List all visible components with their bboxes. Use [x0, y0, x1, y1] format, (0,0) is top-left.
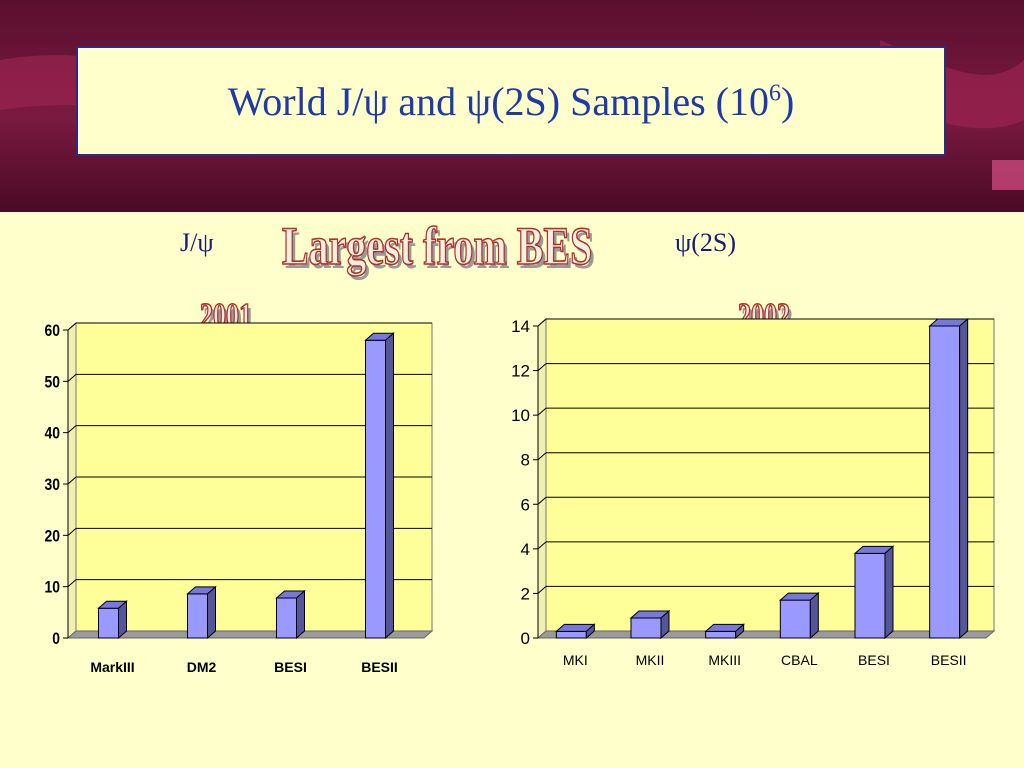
bar-side — [585, 623, 595, 640]
bar-top — [275, 590, 306, 599]
bar-front — [276, 597, 297, 639]
y-tick-label: 14 — [511, 317, 530, 336]
bar-DM2 — [186, 585, 217, 640]
bar-top — [704, 623, 745, 632]
y-tick-label: 0 — [521, 629, 530, 648]
bar-front — [705, 630, 737, 639]
bar-top — [853, 545, 895, 554]
x-category-label: BESII — [931, 652, 967, 668]
gridline-diag — [537, 452, 547, 461]
gridline-diag — [537, 407, 547, 416]
gridline-diag — [67, 425, 77, 434]
plot-back-wall — [545, 318, 995, 632]
bar-BESII — [928, 317, 969, 640]
bar-top — [364, 332, 395, 341]
gridline-diag — [537, 363, 547, 371]
gridline-diag — [67, 373, 77, 382]
jpsi-label: J/ψ — [180, 228, 214, 257]
x-category-label: MKIII — [708, 652, 741, 668]
gridline-diag — [537, 318, 547, 327]
y-tick-label: 8 — [521, 451, 530, 470]
y-tick-label: 4 — [521, 540, 530, 559]
gridline-diag — [537, 541, 547, 550]
y-tick-label: 30 — [45, 476, 60, 495]
bar-side — [959, 317, 969, 640]
gridline-diag — [537, 496, 547, 505]
plot-back-wall — [75, 322, 433, 632]
banner-largest-from-bes: Largest from BES — [281, 215, 593, 277]
y-tick-label: 40 — [45, 424, 60, 443]
bar-front — [929, 325, 961, 639]
psi2s-label: ψ(2S) — [675, 228, 737, 257]
y-tick-label: 60 — [45, 322, 60, 341]
gridline-diag — [67, 476, 77, 485]
y-tick-label: 20 — [45, 527, 60, 546]
x-category-label: BESII — [361, 659, 398, 675]
bar-MKI — [555, 623, 596, 640]
title-box: World J/ψ and ψ(2S) Samples (106) — [76, 46, 946, 156]
gridline-diag — [537, 586, 547, 594]
bar-side — [385, 332, 394, 640]
x-category-label: MarkIII — [90, 659, 134, 675]
bar-BESI — [853, 545, 895, 640]
bar-side — [884, 545, 894, 640]
chart-1: 0 10 20 30 40 50 60 MarkIII DM2 BESI BESII — [45, 321, 434, 675]
bar-side — [660, 609, 670, 640]
bar-side — [735, 623, 745, 640]
x-category-label: DM2 — [187, 659, 217, 675]
y-tick-label: 10 — [45, 578, 60, 597]
y-tick-label: 2 — [521, 584, 530, 603]
gridline-diag — [67, 527, 77, 536]
bar-top — [186, 586, 217, 595]
bar-front — [187, 593, 208, 639]
chart-2-year-label: 2002 — [737, 295, 790, 336]
bar-side — [809, 592, 819, 640]
bar-BESI — [275, 589, 306, 640]
x-category-label: BESI — [274, 659, 307, 675]
bar-front — [555, 630, 587, 639]
bar-top — [928, 318, 969, 327]
page-title: World J/ψ and ψ(2S) Samples (106) — [227, 78, 795, 124]
plot-left-wall — [67, 321, 77, 640]
bar-front — [854, 552, 886, 639]
y-tick-label: 12 — [511, 362, 530, 381]
y-tick-label: 10 — [511, 406, 530, 425]
bar-front — [365, 339, 386, 639]
bar-side — [118, 600, 127, 640]
gridline-diag — [67, 579, 77, 588]
bar-side — [296, 589, 305, 640]
bar-MKIII — [704, 623, 745, 640]
x-category-label: MKII — [636, 652, 665, 668]
bar-front — [779, 599, 811, 639]
bar-MKII — [629, 609, 671, 640]
chart-2: 0 2 4 6 8 10 12 14 MKI MKII MKIII CBAL BESI BESII — [511, 317, 996, 668]
gridline-diag — [67, 322, 77, 331]
bar-top — [629, 610, 671, 619]
y-tick-label: 0 — [52, 630, 60, 649]
x-category-label: MKI — [563, 652, 588, 668]
y-tick-label: 50 — [45, 373, 60, 392]
header-band: World J/ψ and ψ(2S) Samples (106) — [0, 0, 1024, 212]
x-category-label: CBAL — [781, 652, 818, 668]
plot-floor — [66, 630, 434, 639]
bar-BESII — [364, 332, 395, 640]
bar-front — [98, 607, 119, 639]
bar-top — [555, 623, 596, 632]
plot-left-wall — [537, 317, 547, 640]
chart-1-year-label: 2001 — [199, 295, 252, 336]
bar-side — [207, 585, 216, 640]
bar-top — [97, 600, 128, 609]
bar-MarkIII — [97, 600, 128, 640]
bar-front — [630, 617, 662, 639]
plot-floor — [536, 630, 996, 639]
y-tick-label: 6 — [521, 495, 530, 514]
bar-CBAL — [779, 592, 820, 640]
x-category-label: BESI — [858, 652, 890, 668]
bar-top — [779, 592, 820, 601]
